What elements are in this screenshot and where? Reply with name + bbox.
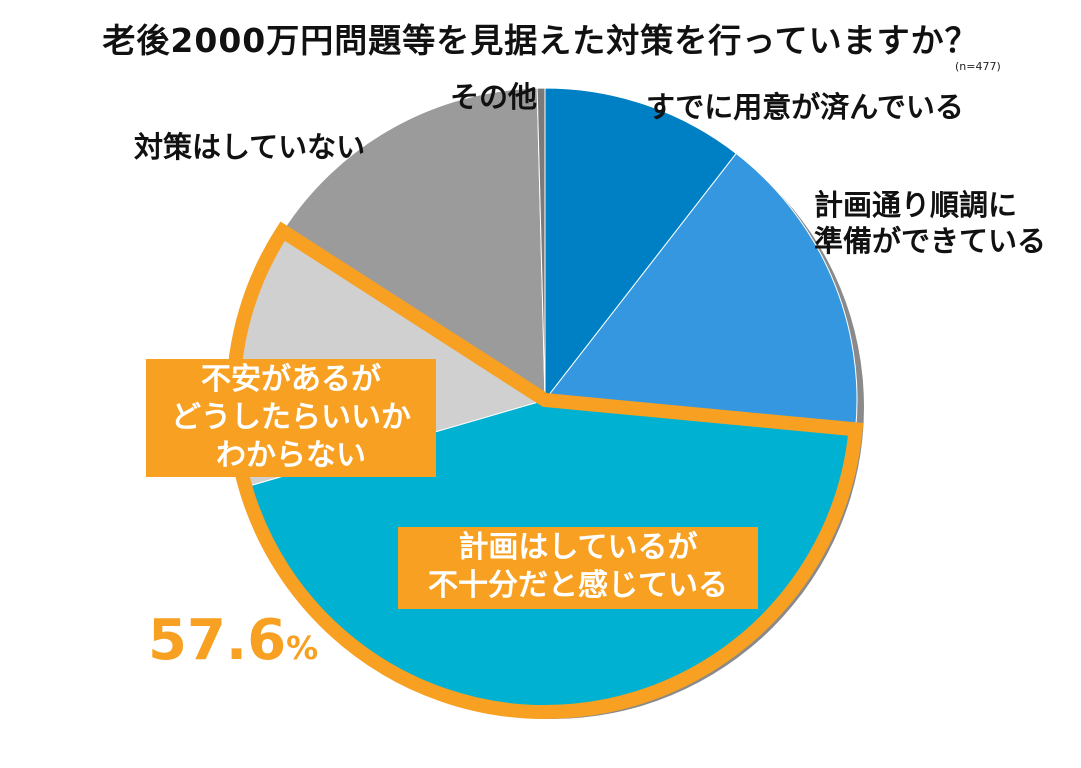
highlight-value: 57.6	[148, 608, 287, 673]
label-already-prepared: すでに用意が済んでいる	[646, 90, 964, 124]
pie-slice-5	[536, 87, 546, 401]
label-anxious-line3: わからない	[216, 438, 366, 473]
label-anxious-line1: 不安があるが	[201, 362, 381, 397]
label-on-track-line2: 準備ができている	[814, 224, 1047, 258]
label-anxious-box: 不安があるが どうしたらいいか わからない	[146, 359, 436, 477]
highlight-percentage: 57.6%	[148, 608, 318, 673]
highlight-unit: %	[286, 629, 319, 667]
pie-slice-1	[544, 152, 858, 430]
label-anxious-line2: どうしたらいいか	[171, 400, 411, 435]
label-insufficient-line2: 不十分だと感じている	[428, 568, 728, 603]
pie-slice-4	[281, 87, 546, 401]
label-on-track-line1: 計画通り順調に	[814, 188, 1018, 222]
pie-slice-0	[544, 87, 737, 402]
chart-title: 老後2000万円問題等を見据えた対策を行っていますか？	[102, 21, 979, 60]
label-insufficient-line1: 計画はしているが	[458, 530, 698, 565]
label-other: その他	[450, 80, 538, 114]
label-insufficient-box: 計画はしているが 不十分だと感じている	[398, 527, 758, 609]
label-no-measures: 対策はしていない	[134, 130, 366, 164]
sample-size-label: (n=477)	[955, 60, 1001, 73]
